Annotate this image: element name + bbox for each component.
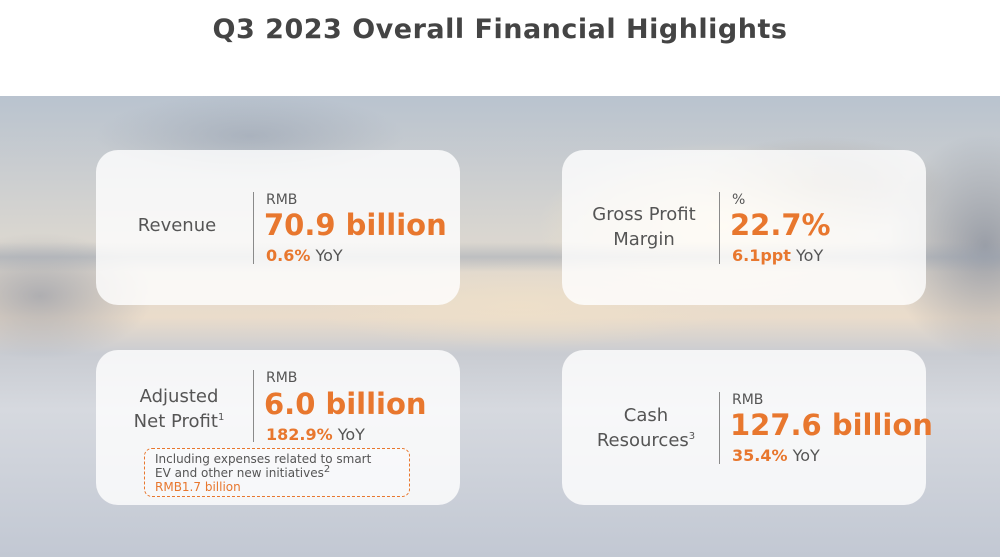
cash-resources-divider (719, 392, 720, 464)
cash-resources-card: Cash Resources3 RMB 127.6 billion 35.4% … (562, 350, 933, 505)
revenue-yoy-value: 0.6% (266, 246, 311, 265)
cash-resources-yoy-label: YoY (792, 446, 820, 465)
gross-margin-label-line2: Margin (613, 229, 675, 250)
gross-margin-yoy-label: YoY (796, 246, 824, 265)
gross-margin-unit: % (732, 192, 746, 208)
adjusted-net-profit-unit: RMB (266, 370, 298, 386)
gross-margin-divider (719, 192, 720, 264)
adjusted-net-profit-label: Adjusted Net Profit1 (118, 384, 240, 434)
gross-margin-label: Gross Profit Margin (574, 202, 714, 252)
adjusted-net-profit-yoy: 182.9% YoY (266, 425, 365, 444)
expense-note-line2: EV and other new initiatives2 (155, 464, 399, 481)
adjusted-net-profit-yoy-value: 182.9% (266, 425, 333, 444)
cash-resources-label: Cash Resources3 (578, 403, 714, 453)
revenue-unit: RMB (266, 192, 298, 208)
adjusted-net-profit-label-text: Net Profit (133, 411, 218, 432)
cash-resources-unit: RMB (732, 392, 764, 408)
cash-resources-label-text: Resources (596, 430, 689, 451)
page-title: Q3 2023 Overall Financial Highlights (212, 14, 788, 45)
revenue-card: Revenue RMB 70.9 billion 0.6% YoY (96, 150, 460, 305)
adjusted-net-profit-card: Adjusted Net Profit1 RMB 6.0 billion 182… (96, 350, 460, 505)
expense-note: Including expenses related to smart EV a… (144, 448, 410, 497)
adjusted-net-profit-yoy-label: YoY (337, 425, 365, 444)
footnote-3-marker: 3 (688, 431, 696, 442)
gross-margin-card: Gross Profit Margin % 22.7% 6.1ppt YoY (562, 150, 926, 305)
cash-resources-yoy-value: 35.4% (732, 446, 788, 465)
gross-margin-yoy: 6.1ppt YoY (732, 246, 823, 265)
revenue-value: 70.9 billion (264, 208, 447, 242)
cash-resources-yoy: 35.4% YoY (732, 446, 820, 465)
revenue-yoy: 0.6% YoY (266, 246, 343, 265)
adjusted-net-profit-value: 6.0 billion (264, 387, 427, 421)
revenue-yoy-label: YoY (315, 246, 343, 265)
gross-margin-value: 22.7% (730, 208, 831, 242)
footnote-2-marker: 2 (323, 464, 331, 475)
gross-margin-label-line1: Gross Profit (592, 204, 696, 225)
adjusted-net-profit-label-line1: Adjusted (139, 386, 219, 407)
gross-margin-yoy-value: 6.1ppt (732, 246, 791, 265)
footnote-1-marker: 1 (217, 412, 225, 423)
adjusted-net-profit-label-line2: Net Profit1 (118, 409, 240, 434)
expense-note-line1: Including expenses related to smart (155, 452, 372, 466)
cash-resources-value: 127.6 billion (730, 408, 933, 442)
cash-resources-label-line1: Cash (623, 405, 669, 426)
adjusted-net-profit-divider (253, 370, 254, 442)
expense-note-amount: RMB1.7 billion (155, 480, 241, 494)
cash-resources-label-line2: Resources3 (578, 428, 714, 453)
revenue-label: Revenue (137, 215, 217, 236)
expense-note-line2-text: EV and other new initiatives (155, 466, 324, 480)
revenue-divider (253, 192, 254, 264)
